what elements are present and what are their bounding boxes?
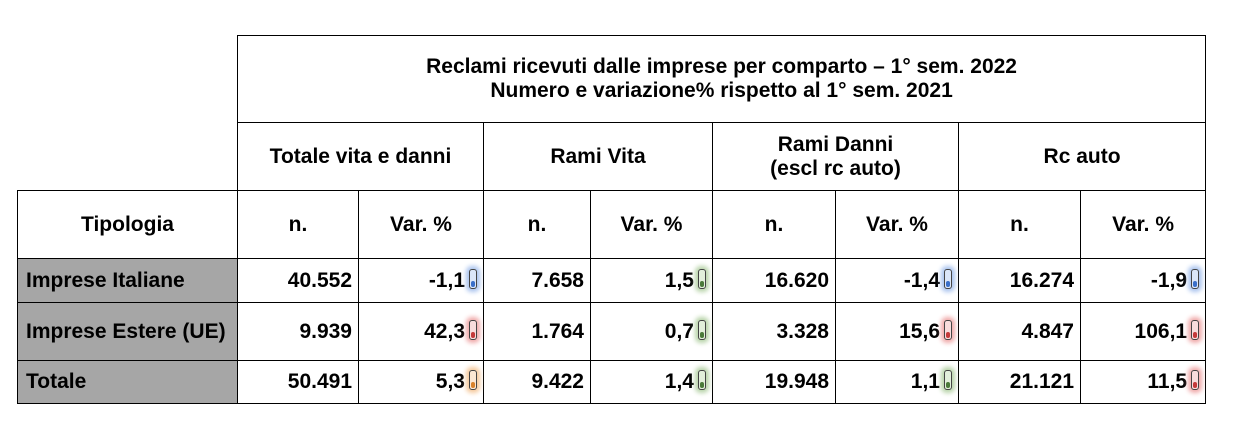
cell-value: 42,3 [424, 319, 465, 343]
cell-value: 0,7 [664, 319, 694, 343]
cell-value: -1,1 [428, 268, 465, 292]
thermometer-icon [469, 268, 477, 289]
cell: 16.274 [958, 258, 1081, 303]
thermometer-icon [698, 319, 706, 340]
group-header: Totale vita e danni [237, 122, 484, 191]
row-label: Imprese Estere (UE) [17, 302, 238, 361]
cell: 16.620 [712, 258, 836, 303]
complaints-table: Reclami ricevuti dalle imprese per compa… [17, 35, 1207, 404]
cell: 50.491 [237, 360, 359, 404]
column-header: n. [712, 190, 836, 259]
cell: 0,7 [590, 302, 713, 361]
cell-value: 1,4 [664, 370, 694, 393]
column-header: n. [958, 190, 1081, 259]
cell: -1,4 [835, 258, 959, 303]
group-label: (escl rc auto) [770, 156, 901, 180]
group-header: Rami Danni (escl rc auto) [712, 122, 959, 191]
cell: 5,3 [358, 360, 484, 404]
column-header: n. [483, 190, 591, 259]
cell: -1,1 [358, 258, 484, 303]
cell-value: 1,1 [910, 370, 940, 393]
thermometer-icon [1191, 370, 1200, 390]
table-title: Reclami ricevuti dalle imprese per compa… [236, 35, 1207, 123]
group-header: Rami Vita [483, 122, 713, 191]
cell: 42,3 [358, 302, 484, 361]
empty-cell [18, 36, 238, 191]
cell: 1,4 [590, 360, 713, 404]
cell-value: 106,1 [1134, 319, 1188, 343]
cell: 1,5 [590, 258, 713, 303]
cell: 19.948 [712, 360, 836, 404]
row-label: Totale [17, 360, 238, 404]
thermometer-icon [944, 370, 952, 390]
cell: 15,6 [835, 302, 959, 361]
cell: 21.121 [958, 360, 1081, 404]
cell: 3.328 [712, 302, 836, 361]
thermometer-icon [469, 319, 477, 340]
cell-value: 15,6 [899, 319, 940, 343]
column-header: Var. % [835, 190, 959, 259]
column-header: Tipologia [17, 190, 238, 259]
group-label: Totale vita e danni [269, 144, 452, 168]
column-header: Var. % [1079, 190, 1207, 259]
cell: 4.847 [958, 302, 1081, 361]
title-line: Numero e variazione% rispetto al 1° sem.… [490, 79, 953, 102]
cell: 11,5 [1079, 360, 1207, 404]
group-label: Rami Vita [550, 144, 646, 168]
cell-value: 11,5 [1147, 370, 1188, 393]
group-header: Rc auto [957, 122, 1207, 191]
column-header: Var. % [590, 190, 713, 259]
cell: 1.764 [483, 302, 591, 361]
cell: 9.939 [237, 302, 359, 361]
thermometer-icon [1191, 319, 1200, 340]
column-header: Var. % [358, 190, 484, 259]
thermometer-icon [698, 370, 706, 390]
thermometer-icon [469, 370, 477, 390]
cell: 40.552 [237, 258, 359, 303]
group-label: Rami Danni [777, 132, 894, 156]
cell-value: -1,4 [903, 268, 940, 292]
cell-value: -1,9 [1150, 268, 1188, 292]
cell: 1,1 [835, 360, 959, 404]
column-header: n. [237, 190, 359, 259]
cell: -1,9 [1079, 258, 1207, 303]
group-label: Rc auto [1043, 144, 1121, 168]
thermometer-icon [944, 268, 952, 289]
cell-value: 1,5 [664, 268, 694, 292]
cell: 9.422 [483, 360, 591, 404]
thermometer-icon [1191, 268, 1200, 289]
thermometer-icon [698, 268, 706, 289]
row-label: Imprese Italiane [17, 258, 238, 303]
cell-value: 5,3 [435, 370, 465, 393]
thermometer-icon [944, 319, 952, 340]
cell: 106,1 [1079, 302, 1207, 361]
title-line: Reclami ricevuti dalle imprese per compa… [426, 55, 1017, 78]
cell: 7.658 [483, 258, 591, 303]
